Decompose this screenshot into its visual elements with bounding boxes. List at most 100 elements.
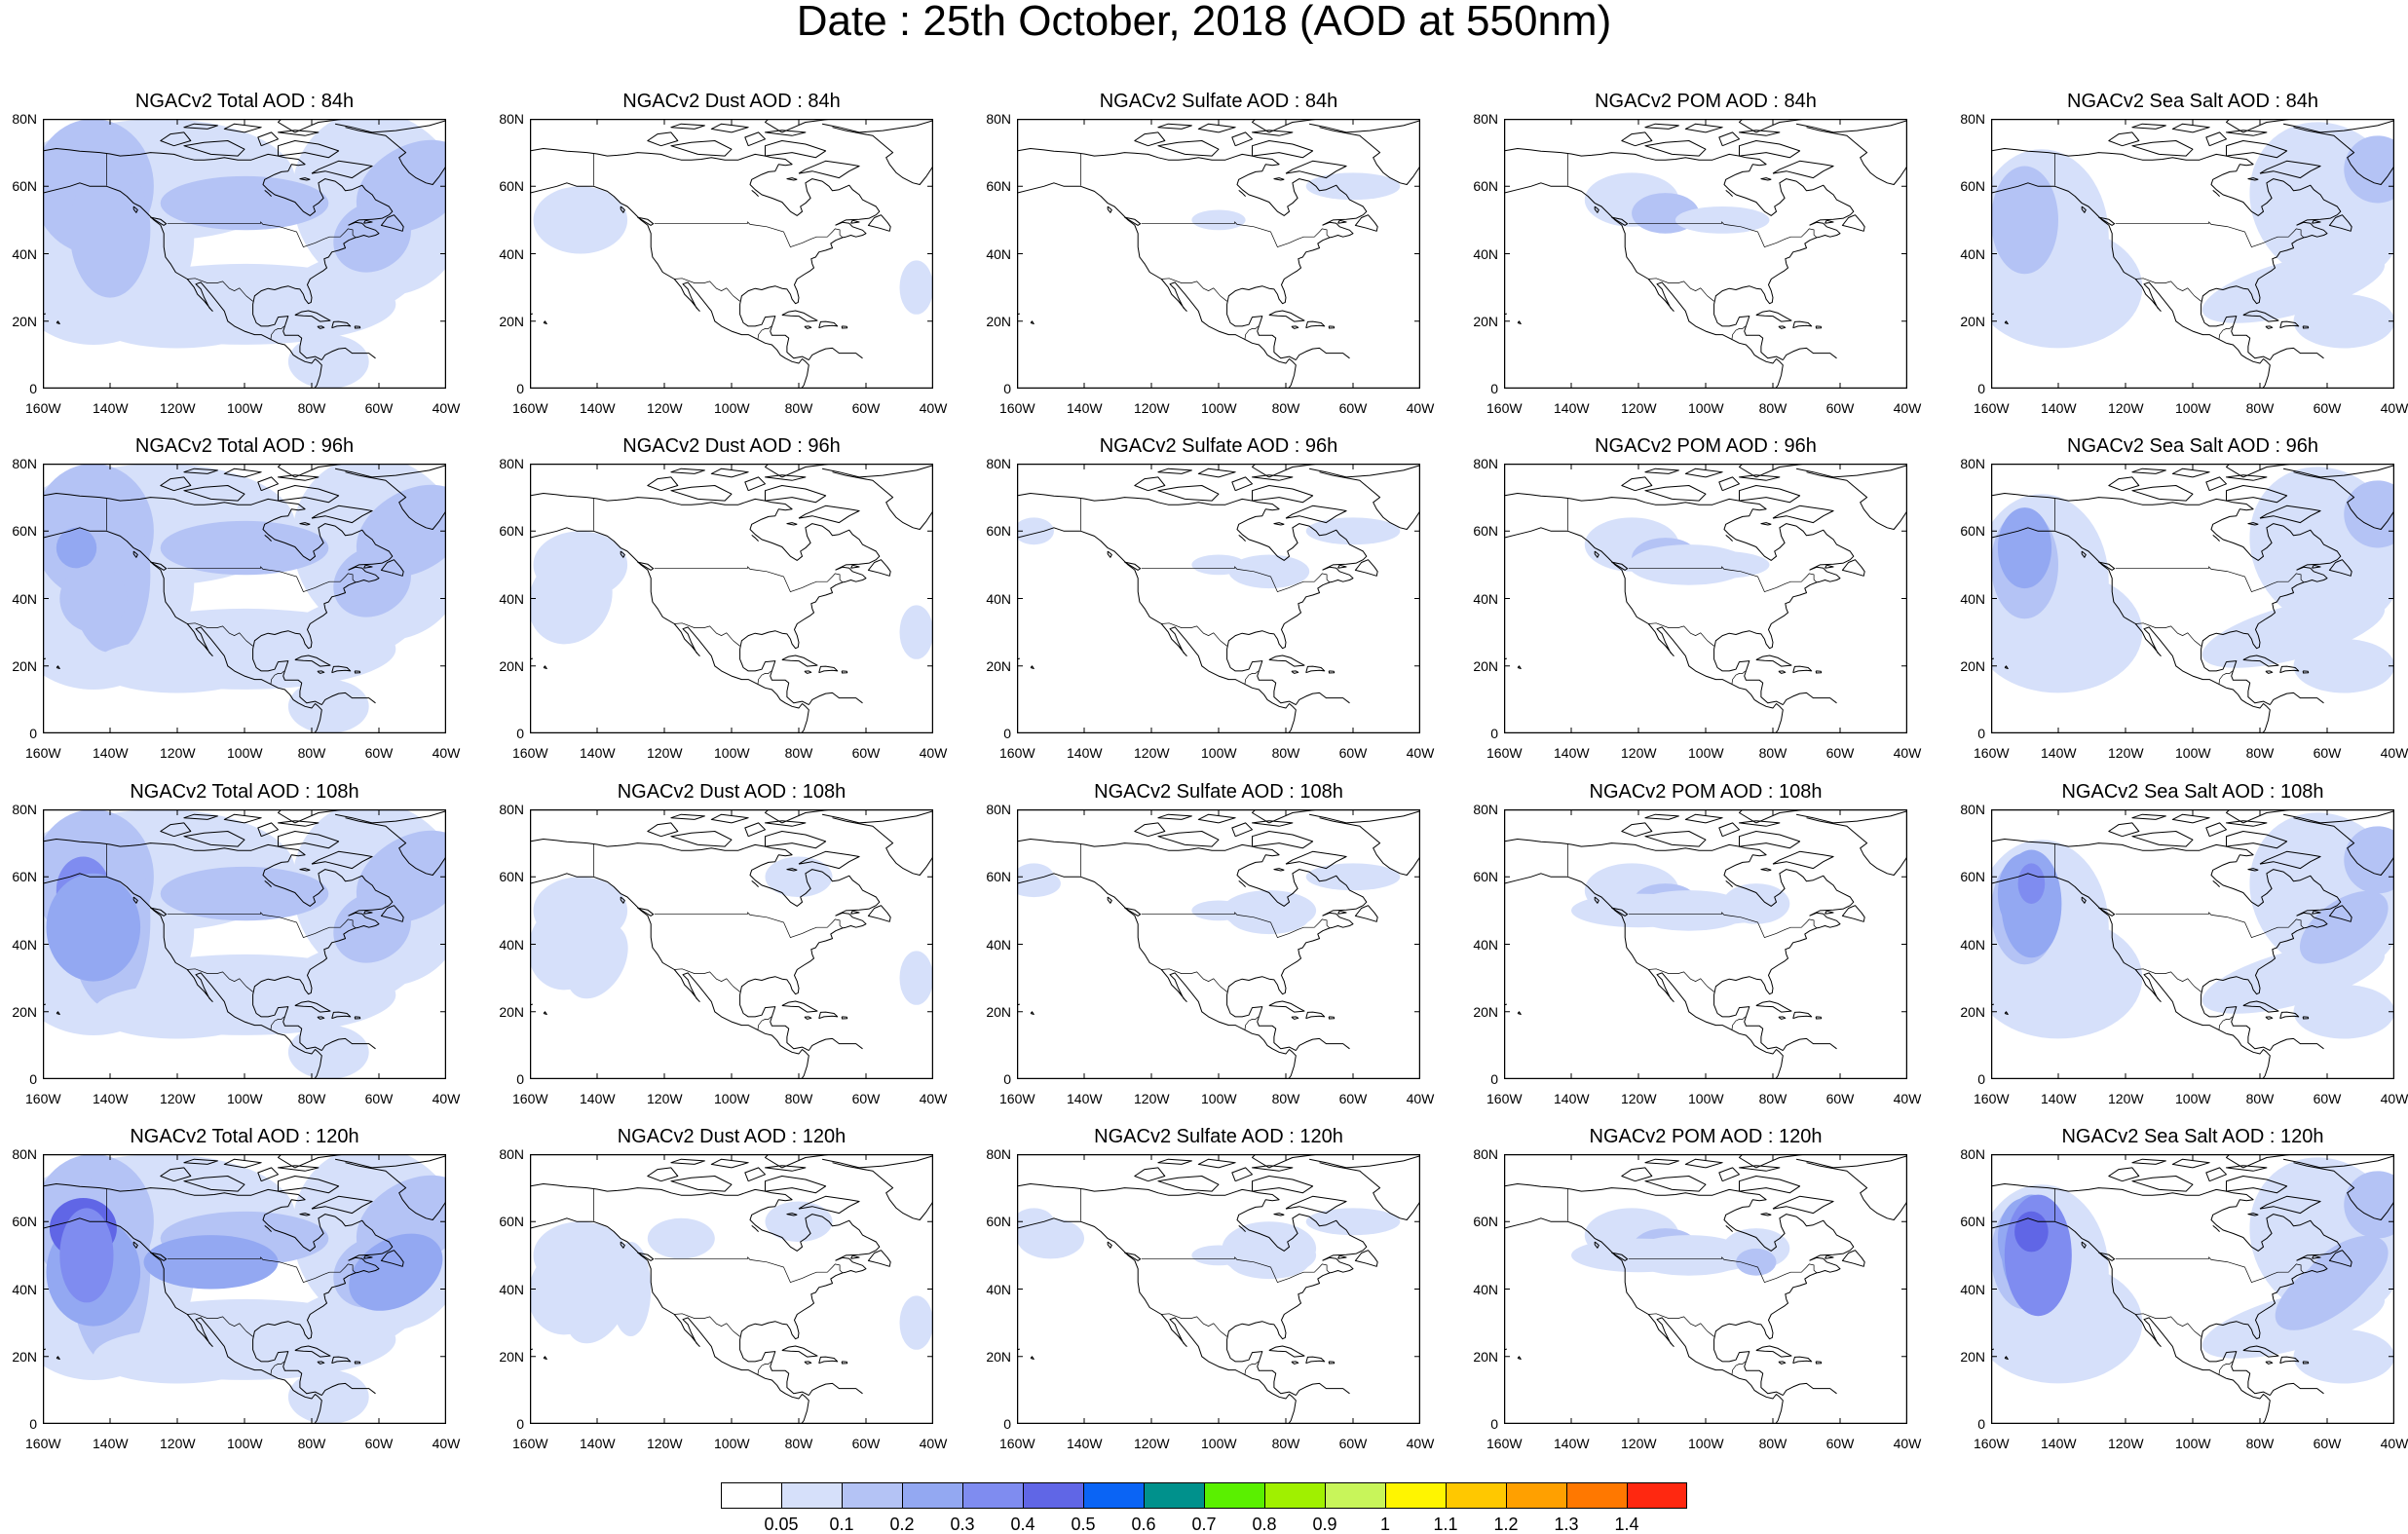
- x-tick-label: 40W: [1406, 745, 1435, 761]
- aod-patch: [1305, 1208, 1401, 1236]
- aod-map-sulfate-120h: [1017, 1154, 1420, 1424]
- aod-patch: [160, 866, 329, 921]
- aod-patch: [93, 639, 262, 693]
- y-tick-label: 80N: [1473, 456, 1498, 471]
- x-tick-label: 140W: [93, 1091, 129, 1106]
- aod-patch: [1017, 870, 1061, 898]
- x-tick-label: 60W: [2313, 1436, 2342, 1451]
- x-tick-label: 40W: [919, 400, 948, 416]
- x-tick-label: 100W: [2175, 1436, 2211, 1451]
- panel-title: NGACv2 Sea Salt AOD : 84h: [2067, 91, 2318, 112]
- y-tick-label: 20N: [1473, 657, 1498, 674]
- aod-patch: [59, 564, 128, 633]
- colorbar-swatch: [902, 1482, 962, 1509]
- x-tick-label: 60W: [1825, 400, 1855, 416]
- x-tick-label: 100W: [1201, 400, 1237, 416]
- aod-patch: [46, 873, 141, 982]
- colorbar-label: 0.2: [889, 1515, 915, 1534]
- coastlines: [1504, 119, 1907, 389]
- x-tick-label: 40W: [1406, 1436, 1435, 1451]
- x-tick-label: 160W: [999, 1436, 1035, 1451]
- x-tick-label: 100W: [1201, 1436, 1237, 1451]
- x-tick-label: 140W: [1067, 1436, 1103, 1451]
- x-tick-label: 40W: [2380, 1091, 2408, 1106]
- x-tick-label: 80W: [1758, 1436, 1787, 1451]
- x-tick-label: 100W: [1201, 1091, 1237, 1106]
- y-tick-label: 40N: [1960, 936, 1985, 953]
- x-tick-label: 40W: [432, 1436, 461, 1451]
- aod-patch: [1991, 166, 2058, 275]
- aod-patch: [533, 186, 628, 254]
- panel-title: NGACv2 Sulfate AOD : 84h: [1099, 91, 1338, 112]
- aod-patch: [93, 294, 262, 349]
- aod-field: [530, 531, 933, 659]
- x-tick-label: 60W: [364, 1436, 394, 1451]
- y-tick-label: 60N: [12, 178, 37, 195]
- y-tick-label: 20N: [986, 1348, 1011, 1365]
- x-tick-label: 100W: [2175, 1091, 2211, 1106]
- y-tick-label: 20N: [1960, 1003, 1985, 1020]
- coastlines: [43, 464, 446, 733]
- x-tick-label: 40W: [1893, 745, 1922, 761]
- y-tick-label: 80N: [12, 802, 37, 817]
- x-tick-label: 100W: [1688, 745, 1724, 761]
- y-tick-label: 0: [29, 381, 37, 396]
- aod-patch: [2201, 596, 2386, 668]
- x-tick-label: 160W: [25, 1436, 61, 1451]
- aod-map-total-96h: [43, 464, 446, 733]
- y-tick-label: 20N: [12, 1348, 37, 1365]
- country-borders: [106, 154, 357, 340]
- country-borders: [593, 1189, 844, 1375]
- x-tick-label: 60W: [364, 400, 394, 416]
- aod-patch: [1722, 883, 1790, 924]
- coastlines: [530, 119, 933, 389]
- aod-patch: [1017, 1217, 1084, 1259]
- x-tick-label: 60W: [1338, 1091, 1368, 1106]
- country-borders: [1080, 1189, 1331, 1375]
- x-tick-label: 60W: [1825, 745, 1855, 761]
- y-tick-label: 60N: [1473, 869, 1498, 885]
- aod-patch: [349, 1233, 443, 1311]
- x-tick-label: 160W: [1974, 400, 2010, 416]
- panel-title: NGACv2 Dust AOD : 96h: [622, 435, 841, 457]
- coastlines: [43, 119, 446, 389]
- x-tick-label: 140W: [1067, 1091, 1103, 1106]
- x-tick-label: 140W: [580, 1091, 616, 1106]
- y-tick-label: 60N: [986, 1214, 1011, 1230]
- y-tick-label: 20N: [12, 657, 37, 674]
- panel-title: NGACv2 Dust AOD : 120h: [617, 1126, 847, 1147]
- panel-title: NGACv2 Sulfate AOD : 96h: [1099, 435, 1338, 457]
- aod-patch: [899, 260, 933, 315]
- x-tick-label: 80W: [784, 1091, 813, 1106]
- panel-title: NGACv2 Sulfate AOD : 120h: [1094, 1126, 1343, 1147]
- panel-title: NGACv2 POM AOD : 108h: [1589, 781, 1823, 803]
- y-tick-label: 80N: [12, 456, 37, 471]
- x-tick-label: 60W: [2313, 1091, 2342, 1106]
- x-tick-label: 140W: [2041, 400, 2077, 416]
- panel-title: NGACv2 Sulfate AOD : 108h: [1094, 781, 1343, 803]
- y-tick-label: 60N: [499, 523, 524, 540]
- x-tick-label: 100W: [227, 400, 263, 416]
- y-tick-label: 20N: [12, 313, 37, 329]
- x-tick-label: 120W: [1134, 1436, 1170, 1451]
- x-tick-label: 100W: [1688, 1436, 1724, 1451]
- x-tick-label: 120W: [647, 745, 683, 761]
- aod-field: [530, 1201, 933, 1350]
- y-tick-label: 60N: [1473, 1214, 1498, 1230]
- y-tick-label: 40N: [986, 936, 1011, 953]
- y-tick-label: 0: [1003, 381, 1011, 396]
- aod-patch: [1736, 1248, 1777, 1276]
- x-tick-label: 80W: [784, 400, 813, 416]
- x-tick-label: 100W: [714, 1091, 750, 1106]
- country-borders: [593, 844, 844, 1030]
- x-tick-label: 40W: [1406, 1091, 1435, 1106]
- aod-field: [1991, 122, 2394, 349]
- aod-patch: [333, 891, 411, 963]
- aod-patch: [1674, 206, 1770, 234]
- y-tick-label: 0: [1490, 381, 1498, 396]
- y-tick-label: 20N: [499, 657, 524, 674]
- colorbar-label: 0.3: [950, 1515, 975, 1534]
- y-tick-label: 40N: [499, 245, 524, 262]
- colorbar-swatch: [842, 1482, 902, 1509]
- x-tick-label: 40W: [919, 745, 948, 761]
